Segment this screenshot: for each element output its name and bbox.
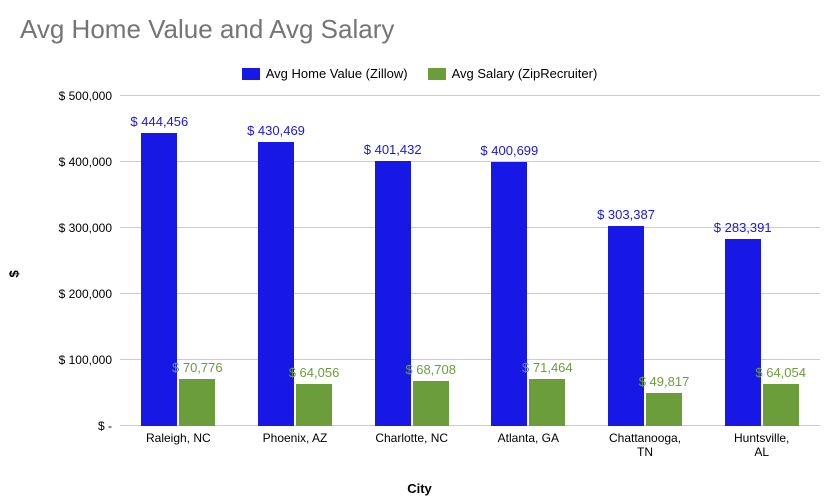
- plot-area: $ -$ 100,000$ 200,000$ 300,000$ 400,000$…: [120, 96, 820, 426]
- city-group: $ 430,469$ 64,056Phoenix, AZ: [237, 96, 354, 426]
- bar-home-value: $ 401,432: [375, 161, 411, 426]
- legend-item-home: Avg Home Value (Zillow): [242, 66, 408, 81]
- bar-label-salary: $ 68,708: [405, 362, 456, 377]
- bar-salary: $ 68,708: [413, 381, 449, 426]
- city-group: $ 401,432$ 68,708Charlotte, NC: [353, 96, 470, 426]
- y-axis-title: $: [7, 270, 22, 277]
- y-tick-label: $ -: [98, 419, 112, 433]
- bar-label-salary: $ 70,776: [172, 360, 223, 375]
- bar-label-home: $ 430,469: [247, 123, 305, 138]
- bar-home-value: $ 283,391: [725, 239, 761, 426]
- chart-title: Avg Home Value and Avg Salary: [20, 14, 394, 45]
- bar-salary: $ 49,817: [646, 393, 682, 426]
- bar-label-home: $ 283,391: [714, 220, 772, 235]
- y-tick-label: $ 500,000: [59, 89, 112, 103]
- x-tick-label: Raleigh, NC: [120, 426, 237, 446]
- y-tick-label: $ 300,000: [59, 221, 112, 235]
- bar-salary: $ 70,776: [179, 379, 215, 426]
- legend: Avg Home Value (Zillow) Avg Salary (ZipR…: [0, 66, 839, 81]
- bar-label-home: $ 444,456: [130, 114, 188, 129]
- city-group: $ 283,391$ 64,054Huntsville,AL: [703, 96, 820, 426]
- bar-label-home: $ 400,699: [480, 143, 538, 158]
- bar-label-salary: $ 49,817: [639, 374, 690, 389]
- city-group: $ 303,387$ 49,817Chattanooga,TN: [587, 96, 704, 426]
- legend-item-salary: Avg Salary (ZipRecruiter): [428, 66, 598, 81]
- bar-home-value: $ 400,699: [491, 162, 527, 426]
- bar-salary: $ 64,056: [296, 384, 332, 426]
- bar-salary: $ 71,464: [529, 379, 565, 426]
- legend-label-salary: Avg Salary (ZipRecruiter): [452, 66, 598, 81]
- x-tick-label: Phoenix, AZ: [237, 426, 354, 446]
- bar-home-value: $ 444,456: [141, 133, 177, 426]
- x-tick-label: Huntsville,AL: [703, 426, 820, 460]
- bar-label-home: $ 303,387: [597, 207, 655, 222]
- legend-label-home: Avg Home Value (Zillow): [266, 66, 408, 81]
- bar-label-salary: $ 64,056: [289, 365, 340, 380]
- bar-salary: $ 64,054: [763, 384, 799, 426]
- x-tick-label: Atlanta, GA: [470, 426, 587, 446]
- x-tick-label: Charlotte, NC: [353, 426, 470, 446]
- y-tick-label: $ 100,000: [59, 353, 112, 367]
- legend-swatch-salary: [428, 68, 446, 80]
- legend-swatch-home: [242, 68, 260, 80]
- x-axis-title: City: [0, 481, 839, 496]
- city-group: $ 400,699$ 71,464Atlanta, GA: [470, 96, 587, 426]
- city-group: $ 444,456$ 70,776Raleigh, NC: [120, 96, 237, 426]
- bar-label-salary: $ 71,464: [522, 360, 573, 375]
- bars-container: $ 444,456$ 70,776Raleigh, NC$ 430,469$ 6…: [120, 96, 820, 426]
- bar-home-value: $ 303,387: [608, 226, 644, 426]
- bar-label-home: $ 401,432: [364, 142, 422, 157]
- y-tick-label: $ 400,000: [59, 155, 112, 169]
- bar-home-value: $ 430,469: [258, 142, 294, 426]
- y-tick-label: $ 200,000: [59, 287, 112, 301]
- bar-label-salary: $ 64,054: [755, 365, 806, 380]
- x-tick-label: Chattanooga,TN: [587, 426, 704, 460]
